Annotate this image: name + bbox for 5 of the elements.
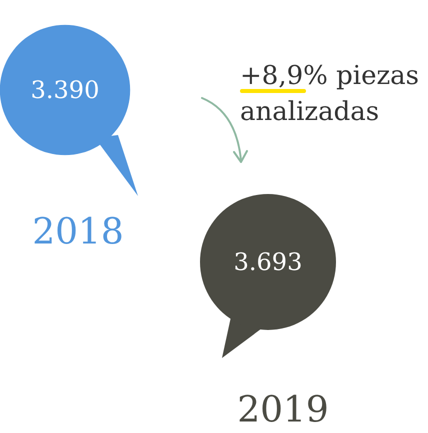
data-label: 3.693 bbox=[234, 248, 302, 276]
category-label: 2019 bbox=[237, 390, 329, 430]
category-label: 2018 bbox=[32, 212, 124, 252]
data-label: 3.390 bbox=[30, 76, 100, 104]
text: +8,9% piezas analizadas bbox=[240, 60, 420, 129]
